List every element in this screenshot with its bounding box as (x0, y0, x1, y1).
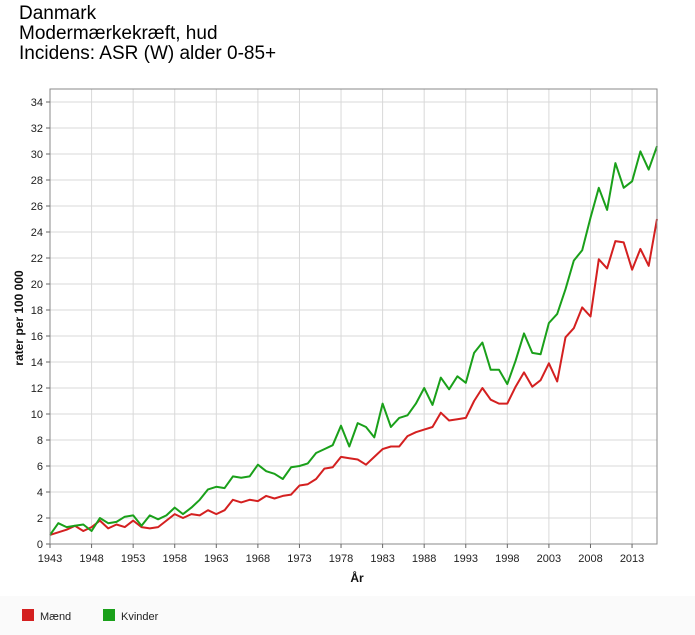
y-tick-label: 12 (31, 383, 43, 395)
y-tick-label: 30 (31, 149, 43, 161)
y-tick-label: 8 (37, 435, 43, 447)
legend-label: Kvinder (121, 611, 159, 623)
y-tick-label: 24 (31, 227, 43, 239)
y-tick-label: 2 (37, 513, 43, 525)
chart-title-country: Danmark (19, 3, 97, 24)
y-tick-label: 22 (31, 253, 43, 265)
series-line-kvinder (49, 145, 658, 536)
x-tick-label: 1968 (246, 553, 270, 565)
legend: Mænd Kvinder (22, 609, 159, 623)
chart-title-measure: Incidens: ASR (W) alder 0-85+ (19, 43, 277, 64)
legend-swatch (22, 609, 34, 621)
y-tick-label: 10 (31, 409, 43, 421)
x-tick-label: 1958 (162, 553, 186, 565)
x-tick-label: 1983 (370, 553, 394, 565)
plot-area-frame (49, 88, 658, 545)
grid-lines (49, 89, 657, 545)
y-tick-label: 16 (31, 331, 43, 343)
data-series (49, 145, 658, 536)
x-axis-title: År (350, 570, 364, 585)
y-tick-label: 20 (31, 279, 43, 291)
x-tick-label: 1973 (287, 553, 311, 565)
x-tick-label: 2013 (620, 553, 644, 565)
x-tick-label: 2008 (578, 553, 602, 565)
y-tick-label: 14 (31, 357, 43, 369)
legend-label: Mænd (40, 611, 71, 623)
x-tick-label: 1988 (412, 553, 436, 565)
x-tick-label: 1948 (79, 553, 103, 565)
legend-area-background (0, 596, 695, 635)
x-tick-label: 1953 (121, 553, 145, 565)
y-tick-label: 34 (31, 97, 43, 109)
y-tick-label: 28 (31, 175, 43, 187)
chart-title-cancer-type: Modermærkekræft, hud (19, 23, 218, 44)
y-tick-label: 0 (37, 539, 43, 551)
y-tick-label: 18 (31, 305, 43, 317)
y-axis-title: rater per 100 000 (12, 270, 26, 366)
y-tick-label: 26 (31, 201, 43, 213)
chart-title-block: Danmark Modermærkekræft, hud Incidens: A… (19, 4, 276, 64)
x-tick-label: 1993 (454, 553, 478, 565)
x-axis-ticks: 1943 1948 1953 1958 1963 1968 1973 1978 1983 1988… (38, 544, 644, 565)
x-tick-label: 2003 (537, 553, 561, 565)
series-line-mænd (49, 218, 658, 536)
x-tick-label: 1943 (38, 553, 62, 565)
x-tick-label: 1998 (495, 553, 519, 565)
y-tick-label: 4 (37, 487, 43, 499)
y-tick-label: 32 (31, 123, 43, 135)
legend-swatch (103, 609, 115, 621)
x-tick-label: 1963 (204, 553, 228, 565)
x-tick-label: 1978 (329, 553, 353, 565)
y-tick-label: 6 (37, 461, 43, 473)
